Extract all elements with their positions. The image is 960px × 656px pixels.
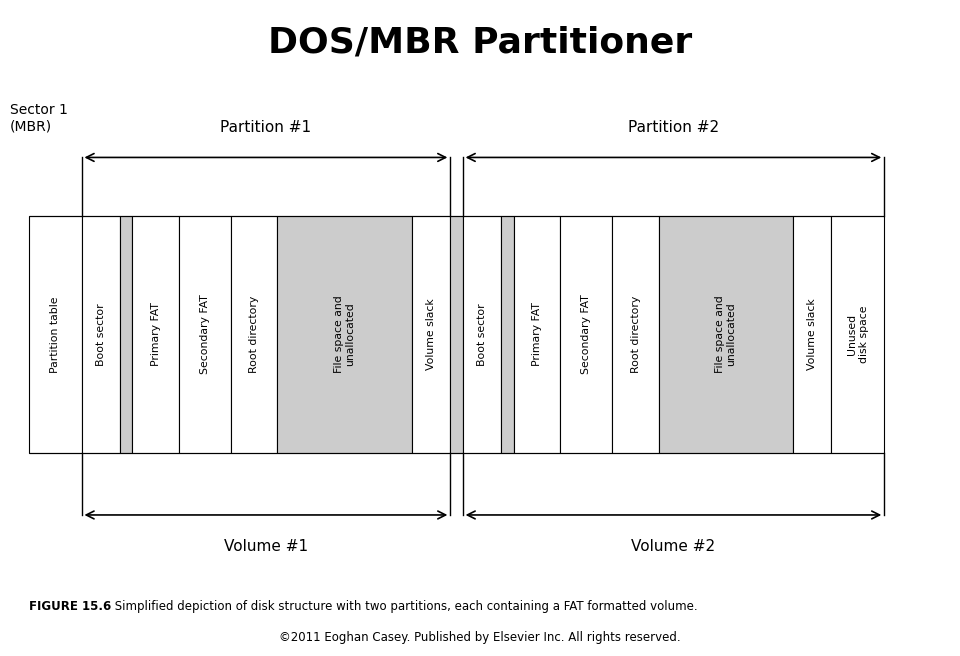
Text: DOS/MBR Partitioner: DOS/MBR Partitioner [268,26,692,60]
Text: File space and
unallocated: File space and unallocated [334,296,355,373]
Bar [612,216,659,453]
Text: Primary FAT: Primary FAT [151,302,160,367]
Bar [120,216,132,453]
Bar [514,216,560,453]
Bar [463,216,501,453]
Text: Volume #1: Volume #1 [224,539,308,554]
Text: Root directory: Root directory [250,296,259,373]
Bar [450,216,463,453]
Bar [659,216,793,453]
Bar [412,216,450,453]
Text: ©2011 Eoghan Casey. Published by Elsevier Inc. All rights reserved.: ©2011 Eoghan Casey. Published by Elsevie… [279,631,681,644]
Text: Sector 1
(MBR): Sector 1 (MBR) [10,103,67,133]
Text: Partition table: Partition table [50,297,60,373]
Bar [831,216,884,453]
Text: FIGURE 15.6: FIGURE 15.6 [29,600,111,613]
Bar [179,216,231,453]
Bar [231,216,277,453]
Bar [793,216,831,453]
Text: Volume slack: Volume slack [807,298,817,371]
Text: Boot sector: Boot sector [477,303,487,366]
Bar [82,216,120,453]
Text: Secondary FAT: Secondary FAT [581,295,591,375]
Text: File space and
unallocated: File space and unallocated [715,296,736,373]
Text: Partition #2: Partition #2 [628,121,719,135]
Text: Root directory: Root directory [631,296,640,373]
Text: Primary FAT: Primary FAT [532,302,541,367]
Text: Partition #1: Partition #1 [221,121,311,135]
Bar [29,216,82,453]
Bar [501,216,514,453]
Text: Volume slack: Volume slack [426,298,436,371]
Text: Unused
disk space: Unused disk space [847,306,869,363]
Bar [560,216,612,453]
Text: Boot sector: Boot sector [96,303,106,366]
Bar [277,216,412,453]
Bar [132,216,179,453]
Text: Secondary FAT: Secondary FAT [200,295,210,375]
Text: Simplified depiction of disk structure with two partitions, each containing a FA: Simplified depiction of disk structure w… [111,600,698,613]
Text: Volume #2: Volume #2 [632,539,715,554]
